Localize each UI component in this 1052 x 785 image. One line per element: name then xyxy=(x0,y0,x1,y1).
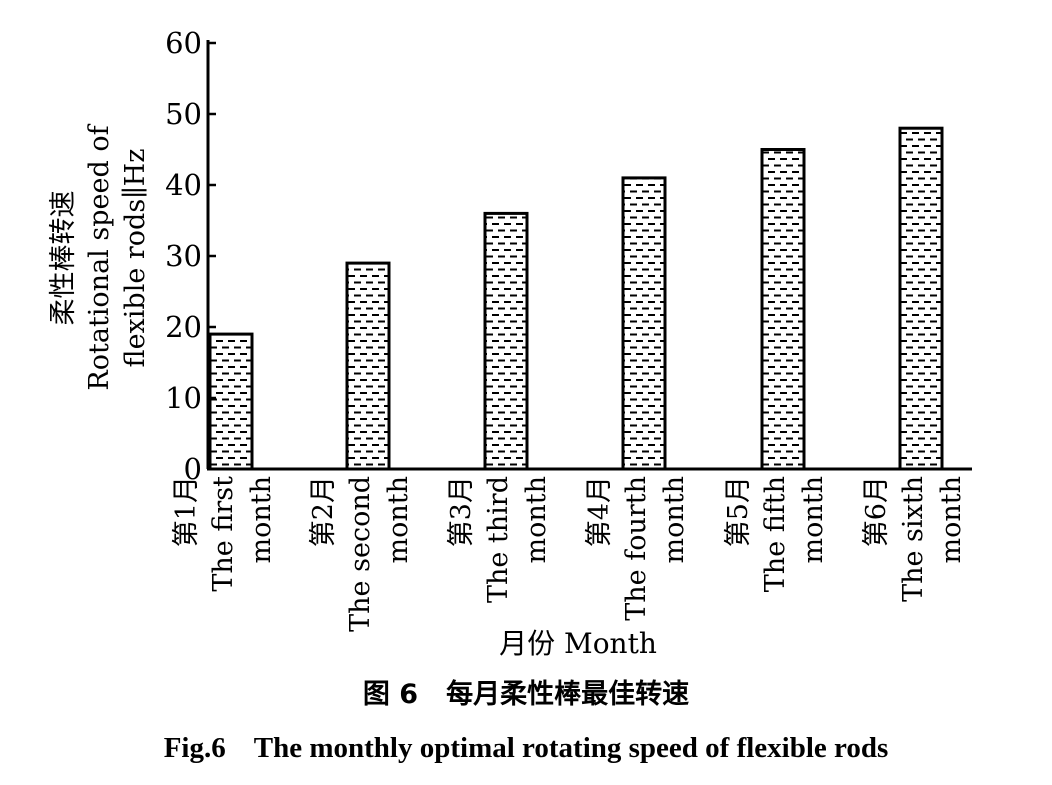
caption-en-label: Fig.6 xyxy=(163,732,226,764)
caption-en-text: The monthly optimal rotating speed of fl… xyxy=(253,732,889,764)
y-axis-label-en-2: flexible rods∥Hz xyxy=(120,149,151,368)
x-tick-label-zh: 第2月 xyxy=(308,476,339,547)
y-axis-label-zh: 柔性棒转速 xyxy=(48,191,79,326)
bar xyxy=(898,126,944,471)
y-tick-label: 40 xyxy=(165,168,202,202)
x-axis-label: 月份 Month xyxy=(499,627,657,660)
bars xyxy=(208,126,944,471)
y-axis-label: 柔性棒转速 Rotational speed of flexible rods∥Hz xyxy=(48,123,151,390)
y-tick-label: 20 xyxy=(165,310,202,344)
x-tick-label-zh: 第4月 xyxy=(584,476,615,547)
bar xyxy=(483,211,529,471)
y-tick-label: 0 xyxy=(184,452,202,486)
y-axis-label-en-1: Rotational speed of xyxy=(84,123,115,390)
x-tick-labels: 第1月 The first month 第2月 The second month 第3月 Th… xyxy=(171,476,967,632)
x-tick-label-month: month xyxy=(936,476,967,564)
y-tick-label: 60 xyxy=(165,26,202,60)
bar xyxy=(345,261,391,471)
x-tick-label-zh: 第5月 xyxy=(723,476,754,547)
caption-zh-label: 图 6 xyxy=(362,679,419,710)
x-tick-label-en: The first xyxy=(208,476,239,592)
caption-zh-text: 每月柔性棒最佳转速 xyxy=(446,679,690,710)
y-tick-label: 30 xyxy=(165,239,202,273)
x-tick-label-zh: 第3月 xyxy=(446,476,477,547)
x-tick-label-en: The fifth xyxy=(760,476,791,592)
x-tick-label-month: month xyxy=(798,476,829,564)
x-tick-label-month: month xyxy=(659,476,690,564)
x-tick-label-month: month xyxy=(246,476,277,564)
figure-caption-en: Fig.6 The monthly optimal rotating speed … xyxy=(0,732,1052,765)
x-tick-label-en: The fourth xyxy=(621,476,652,621)
x-tick-label-en: The third xyxy=(483,476,514,603)
x-tick-label-month: month xyxy=(521,476,552,564)
figure-caption-zh: 图 6 每月柔性棒最佳转速 xyxy=(0,672,1052,711)
x-tick-label-zh: 第1月 xyxy=(171,476,202,547)
x-tick-label-en: The second xyxy=(345,476,376,632)
bar xyxy=(760,148,806,471)
x-tick-label-month: month xyxy=(383,476,414,564)
axes xyxy=(206,40,972,471)
bar xyxy=(621,176,667,471)
bar xyxy=(208,332,254,471)
y-tick-label: 10 xyxy=(165,381,202,415)
y-tick-labels: 0 10 20 30 40 50 60 xyxy=(165,26,202,486)
y-tick-label: 50 xyxy=(165,97,202,131)
x-tick-label-zh: 第6月 xyxy=(861,476,892,547)
x-tick-label-en: The sixth xyxy=(898,476,929,602)
